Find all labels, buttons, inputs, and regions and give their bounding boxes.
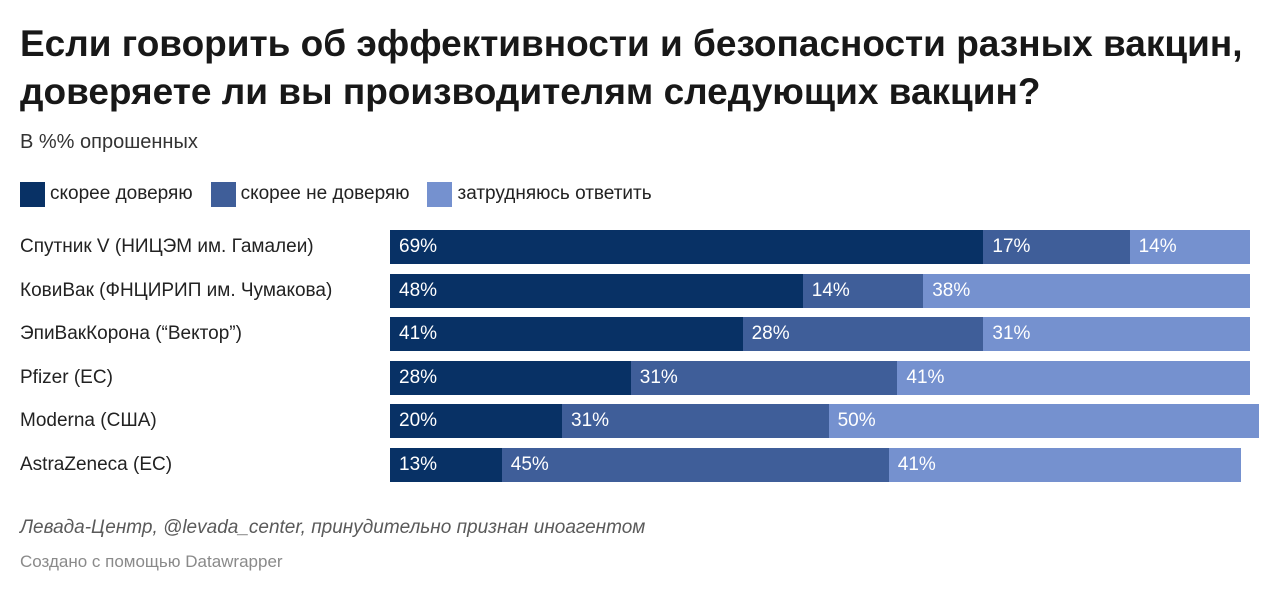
bar-segment-distrust: 17%: [983, 230, 1130, 264]
bar-segment-trust: 13%: [390, 447, 502, 482]
legend-label-trust: скорее доверяю: [50, 183, 193, 204]
credit-note: Создано с помощью Datawrapper: [20, 552, 283, 571]
bar-segment-distrust: 14%: [802, 273, 924, 308]
legend-label-distrust: скорее не доверяю: [240, 183, 410, 204]
legend-swatch-distrust: [210, 181, 236, 207]
legend-item-trust: скорее доверяю: [20, 181, 193, 207]
legend-label-undecided: затрудняюсь ответить: [457, 183, 652, 204]
legend-swatch-undecided: [427, 181, 453, 207]
bar-segment-distrust: 28%: [742, 317, 984, 351]
legend-swatch-trust: [20, 181, 45, 207]
stacked-bar-chart: Спутник V (НИЦЭМ им. Гамалеи) 69% 17% 14% Ко…: [0, 228, 1280, 484]
bar-segment-trust: 69%: [390, 230, 984, 264]
chart-subtitle: В %% опрошенных: [20, 131, 198, 153]
source-note: Левада-Центр, @levada_center, принудител…: [20, 517, 646, 538]
bar-segment-undecided: 38%: [923, 273, 1250, 308]
bar-segment-distrust: 31%: [630, 360, 898, 395]
bar-segment-trust: 41%: [390, 317, 743, 351]
bar-segment-undecided: 50%: [828, 404, 1259, 438]
bar-segment-distrust: 45%: [501, 447, 889, 482]
bar-segment-undecided: 41%: [897, 360, 1250, 395]
category-label: ЭпиВакКорона (“Вектор”): [20, 323, 242, 344]
legend-item-distrust: скорее не доверяю: [210, 181, 410, 207]
category-label: Moderna (США): [20, 410, 157, 431]
chart-title: Если говорить об эффективности и безопас…: [20, 23, 1243, 112]
legend: скорее доверяю скорее не доверяю затрудн…: [20, 180, 670, 208]
bar-segment-trust: 28%: [390, 360, 631, 395]
bar-segment-undecided: 14%: [1129, 230, 1250, 264]
bar-segment-trust: 20%: [390, 404, 562, 438]
category-label: Pfizer (ЕС): [20, 366, 113, 388]
category-label: КовиВак (ФНЦИРИП им. Чумакова): [20, 279, 333, 301]
bar-segment-trust: 48%: [390, 273, 803, 308]
category-label: AstraZeneca (ЕС): [20, 453, 173, 475]
bar-segment-undecided: 41%: [888, 447, 1242, 482]
bar-segment-undecided: 31%: [983, 317, 1250, 351]
category-label: Спутник V (НИЦЭМ им. Гамалеи): [20, 236, 314, 257]
legend-item-undecided: затрудняюсь ответить: [427, 181, 652, 207]
bar-segment-distrust: 31%: [562, 404, 829, 438]
